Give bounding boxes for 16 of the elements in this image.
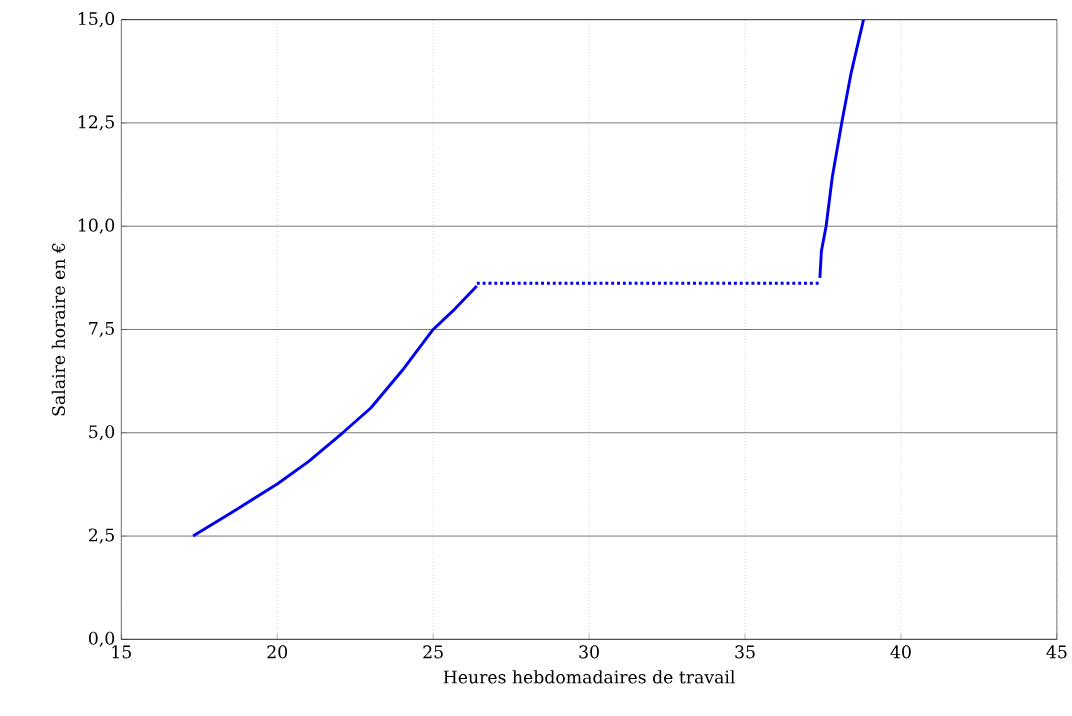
x-tick-label: 45 [1046,645,1067,659]
y-axis-title: Salaire horaire en € [51,243,66,416]
x-tick-label: 30 [579,645,599,659]
y-tick-label: 12,5 [78,115,114,131]
x-tick-label: 35 [735,645,755,659]
x-axis-title: Heures hebdomadaires de travail [443,670,735,684]
y-tick-label: 7,5 [89,322,114,338]
y-tick-label: 2,5 [88,528,114,544]
x-tick-label: 40 [890,645,911,659]
x-tick-label: 15 [112,645,131,659]
y-tick-label: 5,0 [89,425,115,441]
x-tick-label: 20 [267,645,288,659]
x-tick-label: 25 [423,645,443,659]
y-tick-label: 10,0 [78,218,115,234]
line-series [818,19,865,280]
y-tick-label: 15,0 [78,12,115,28]
